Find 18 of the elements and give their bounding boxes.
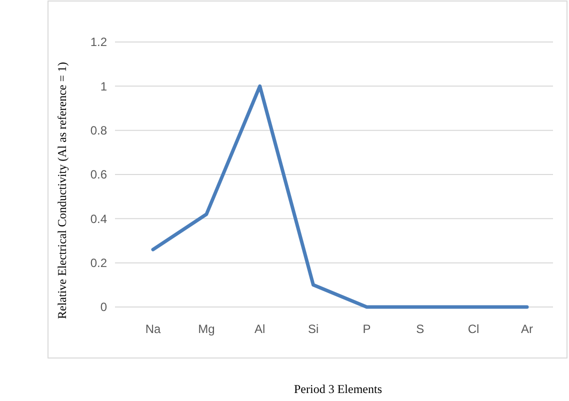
y-tick-label: 1 bbox=[100, 79, 108, 94]
y-tick-label: 0.4 bbox=[90, 212, 108, 226]
x-axis-title: Period 3 Elements bbox=[294, 382, 382, 396]
y-tick-label: 0.2 bbox=[90, 256, 108, 270]
y-tick-label: 1.2 bbox=[90, 35, 108, 50]
y-axis-title: Relative Electrical Conductivity (Al as reference = 1) bbox=[55, 62, 69, 319]
y-tick-label: 0 bbox=[100, 300, 108, 314]
x-tick-label: Al bbox=[254, 322, 266, 336]
y-tick-label: 0.8 bbox=[90, 124, 108, 138]
y-tick-label: 0.6 bbox=[90, 168, 108, 182]
x-tick-label: Mg bbox=[198, 322, 215, 336]
x-tick-label: Si bbox=[308, 322, 319, 336]
line-series bbox=[151, 84, 529, 309]
x-tick-label: Cl bbox=[468, 322, 480, 336]
x-tick-label: P bbox=[362, 322, 371, 336]
x-tick-label: S bbox=[416, 322, 424, 336]
x-tick-label: Na bbox=[145, 322, 161, 336]
x-tick-label: Ar bbox=[521, 322, 534, 336]
